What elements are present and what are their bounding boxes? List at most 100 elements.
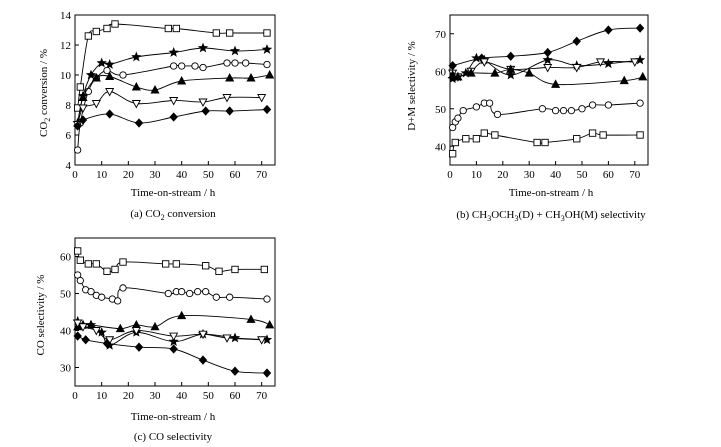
x-tick-label: 10 (471, 169, 483, 181)
panel-dm-selectivity: D+M selectivity / % Time-on-stream / h (… (406, 41, 646, 223)
data-point-triangle-down (479, 58, 489, 67)
series-circle (74, 271, 271, 305)
data-point-circle (103, 66, 111, 75)
series-square (448, 129, 644, 158)
data-point-diamond (169, 344, 178, 354)
data-point-square (74, 247, 82, 255)
data-point-square (84, 32, 92, 40)
series-triangle-down (73, 319, 267, 345)
data-point-star (197, 42, 209, 53)
data-point-triangle-down (257, 336, 267, 345)
data-point-triangle-up (524, 68, 534, 77)
data-point-star (85, 69, 97, 80)
x-tick-label: 40 (176, 390, 188, 402)
data-point-triangle-down (222, 94, 232, 103)
x-tick-label: 40 (176, 169, 188, 181)
y-tick-label: 12 (60, 40, 71, 52)
data-point-square (92, 260, 100, 268)
data-point-square (260, 265, 268, 274)
series-square (74, 20, 271, 112)
data-point-triangle-down (222, 334, 232, 343)
data-point-triangle-up (246, 73, 256, 82)
data-point-circle (119, 284, 127, 292)
data-point-circle (114, 297, 122, 305)
data-point-circle (98, 293, 106, 301)
series-line (77, 315, 270, 330)
data-point-circle (459, 106, 467, 115)
series-diamond (73, 104, 272, 131)
data-point-star (603, 58, 614, 69)
data-point-circle (263, 295, 271, 303)
data-point-triangle-down (131, 100, 141, 109)
series-line (452, 101, 641, 128)
data-point-square (164, 24, 172, 33)
data-point-triangle-down (169, 97, 179, 106)
data-point-diamond (105, 109, 114, 119)
plot-frame (74, 14, 276, 166)
data-point-circle (199, 63, 207, 72)
data-point-star (168, 336, 179, 347)
data-point-circle (119, 71, 127, 79)
data-point-diamond (572, 36, 581, 46)
data-point-square (231, 265, 239, 274)
data-point-square (636, 131, 644, 139)
plot-frame (449, 14, 649, 166)
data-point-triangle-up (246, 314, 256, 323)
data-point-diamond (169, 112, 178, 122)
data-point-circle (164, 289, 172, 298)
data-point-circle (242, 59, 250, 67)
x-tick-label: 20 (123, 169, 135, 181)
x-tick-label: 10 (96, 169, 108, 181)
data-point-diamond (134, 342, 144, 352)
data-point-triangle-down (169, 332, 179, 341)
x-tick-label: 0 (72, 390, 78, 402)
data-point-triangle-down (78, 104, 88, 113)
data-point-square (599, 131, 607, 139)
data-point-circle (263, 60, 271, 69)
data-point-circle (231, 59, 239, 67)
data-point-triangle-up (453, 71, 463, 81)
y-tick-label: 14 (60, 10, 72, 22)
data-point-circle (559, 106, 568, 115)
series-line (77, 47, 268, 124)
x-tick-label: 70 (629, 169, 641, 181)
data-point-circle (212, 293, 220, 301)
data-point-circle (551, 106, 560, 115)
caption-dm-selectivity: (b) CH3OCH3(D) + CH3OH(M) selectivity (456, 209, 646, 223)
data-point-star (96, 57, 107, 68)
data-point-triangle-up (131, 82, 141, 91)
data-point-triangle-up (177, 310, 187, 320)
panel-co2-conversion: CO2 conversion / % Time-on-stream / h (a… (38, 49, 216, 222)
data-point-circle (170, 62, 178, 70)
data-point-square (472, 135, 481, 143)
data-point-triangle-down (131, 327, 141, 336)
series-line (77, 74, 270, 124)
x-tick-label: 70 (256, 169, 268, 181)
x-tick-label: 50 (203, 390, 215, 402)
data-point-triangle-down (91, 327, 101, 336)
y-tick-label: 8 (66, 100, 72, 112)
data-point-square (226, 29, 234, 37)
x-tick-label: 20 (497, 169, 509, 181)
y-tick-label: 50 (60, 289, 72, 301)
data-point-circle (194, 287, 202, 296)
data-point-circle (76, 276, 84, 285)
xlabel-dm-selectivity: Time-on-stream / h (509, 187, 594, 199)
data-point-triangle-down (257, 94, 267, 103)
x-tick-label: 30 (524, 169, 536, 181)
caption-co-selectivity: (c) CO selectivity (134, 431, 213, 443)
x-tick-label: 10 (96, 390, 108, 402)
data-point-circle (191, 62, 199, 70)
data-point-triangle-up (466, 68, 476, 77)
data-point-square (215, 267, 223, 275)
data-point-star (261, 44, 273, 54)
x-tick-label: 30 (150, 390, 162, 402)
data-point-triangle-up (506, 64, 516, 73)
y-tick-label: 40 (60, 326, 72, 338)
data-point-square (172, 260, 180, 268)
data-point-circle (186, 289, 194, 298)
data-point-square (448, 150, 457, 158)
data-point-circle (636, 99, 644, 107)
x-tick-label: 40 (550, 169, 562, 181)
